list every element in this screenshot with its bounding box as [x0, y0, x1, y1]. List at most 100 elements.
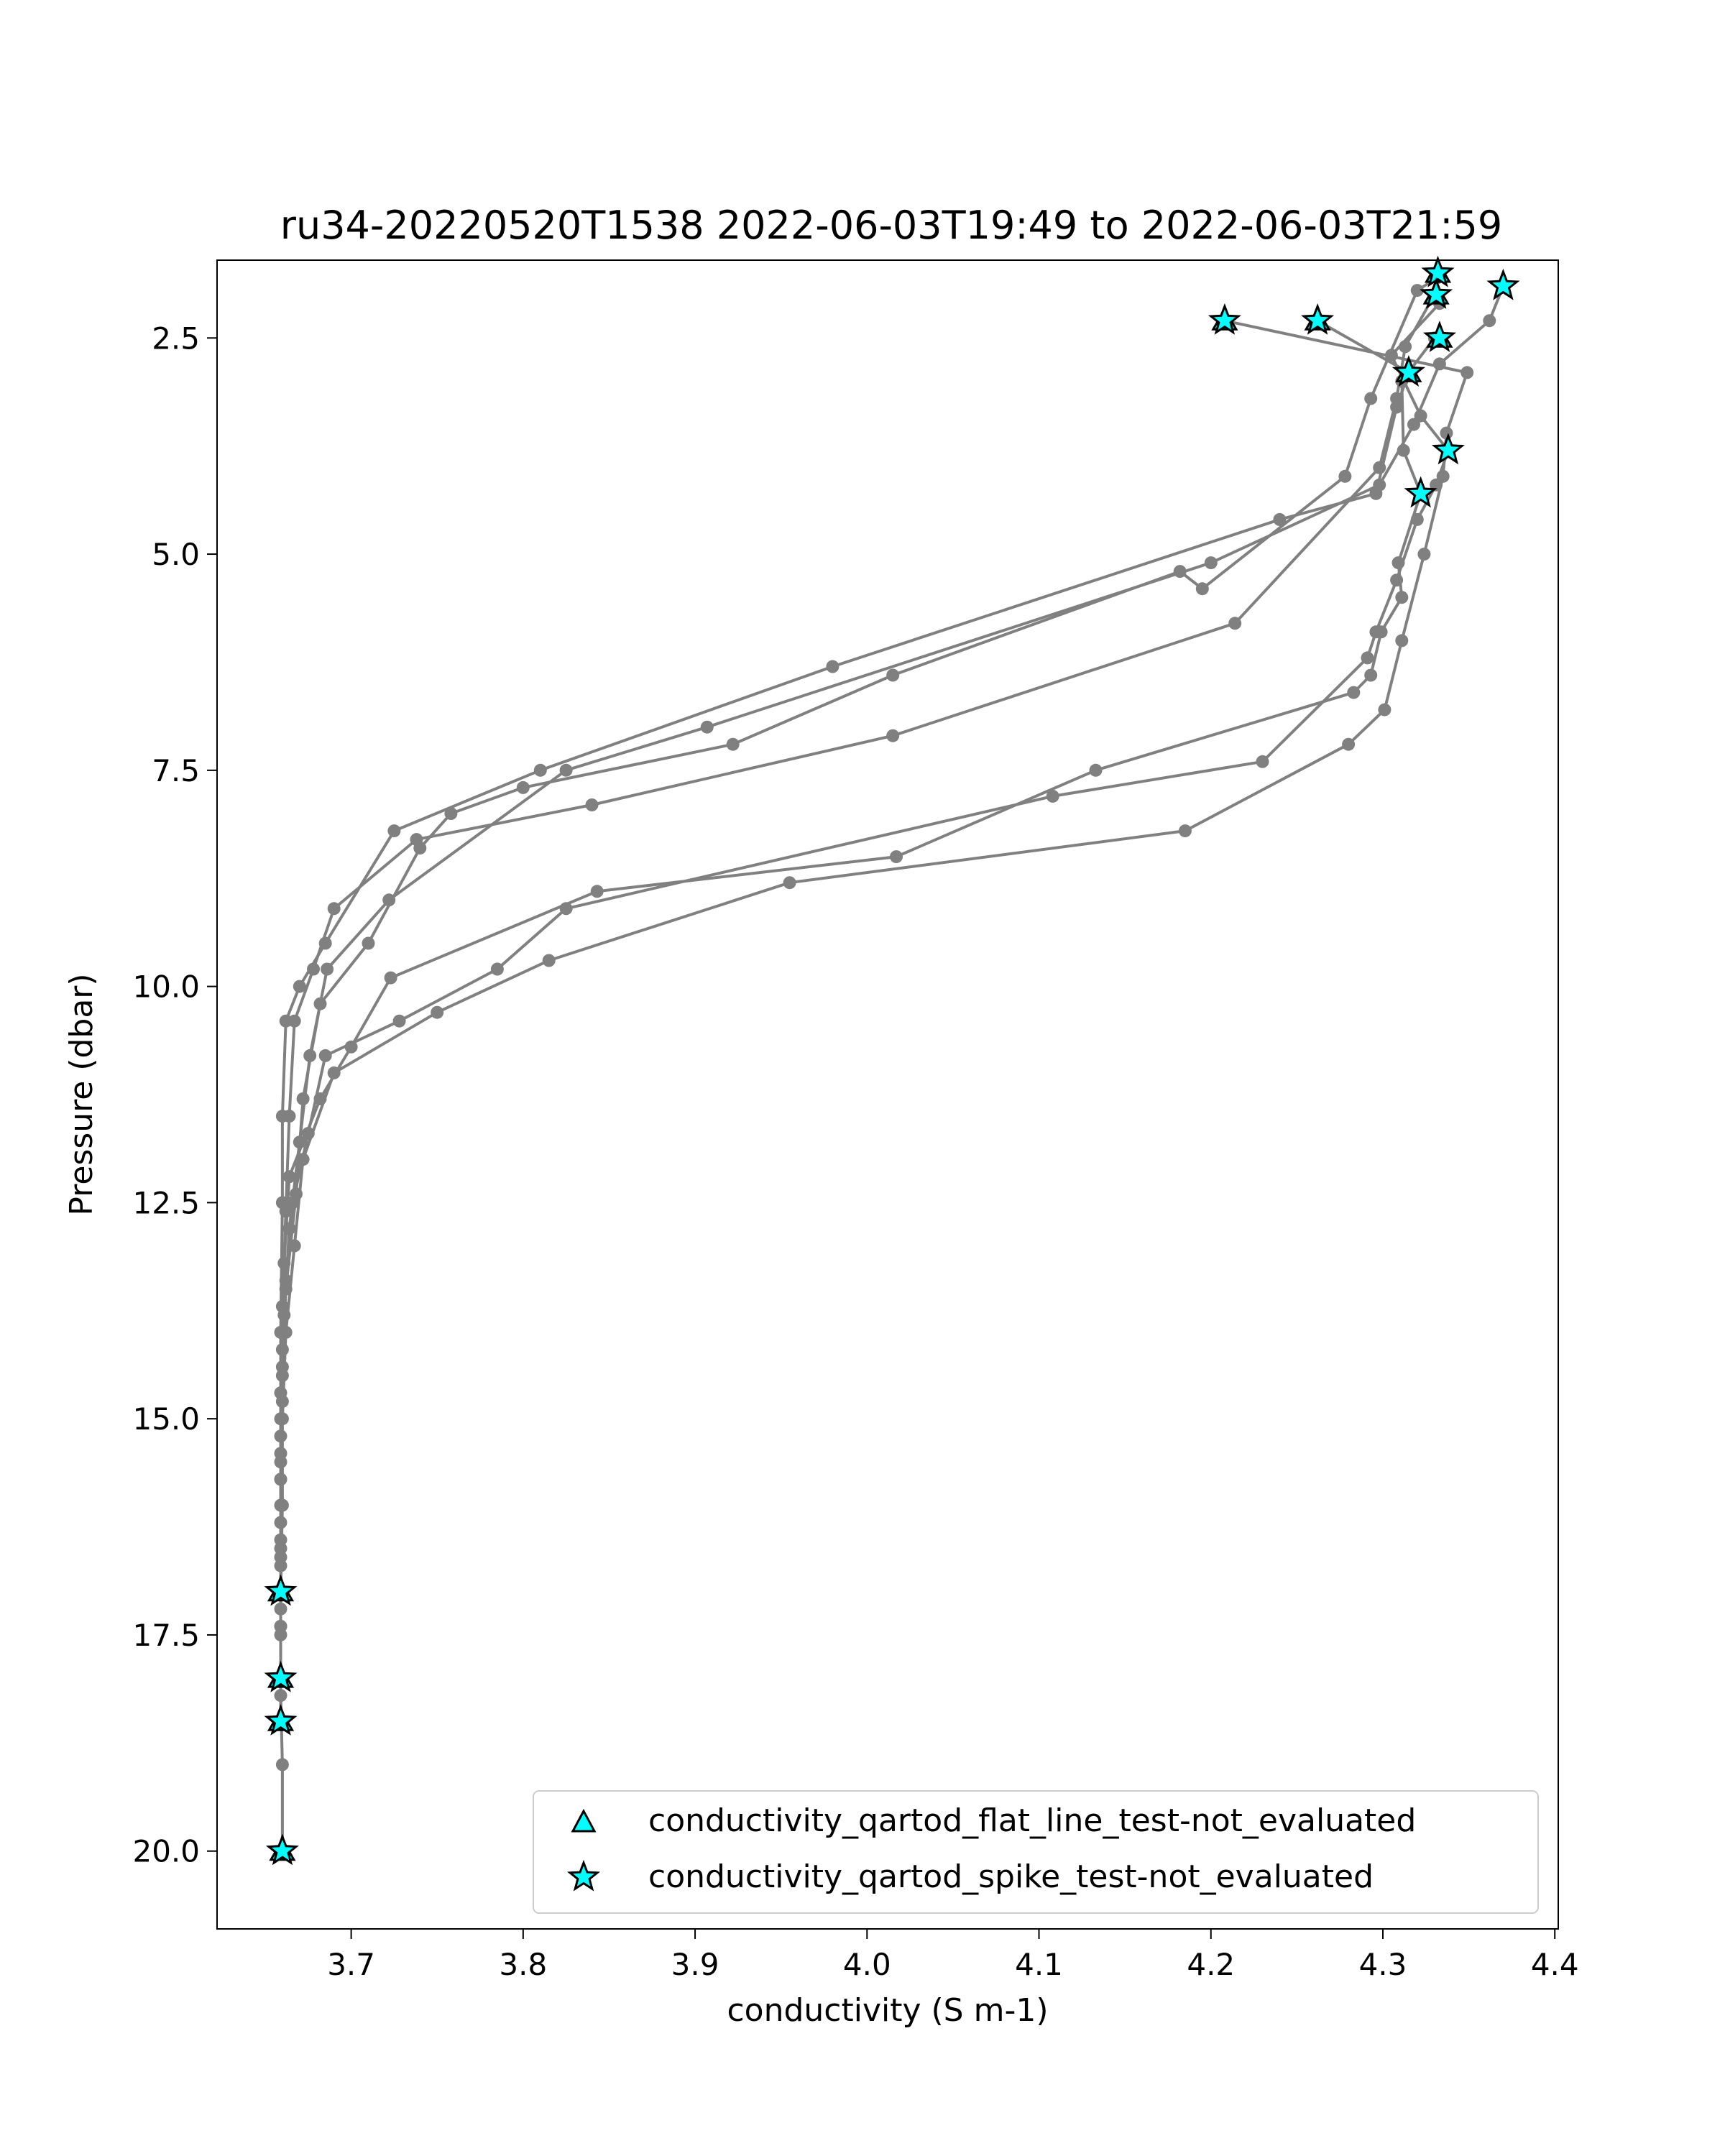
data-point: [726, 737, 740, 751]
data-point: [274, 1447, 288, 1460]
data-point: [1432, 357, 1446, 371]
spike-marker: [1421, 255, 1455, 287]
data-point: [293, 1135, 306, 1149]
data-point: [1395, 634, 1409, 648]
data-point: [382, 893, 396, 907]
spike-marker: [1422, 321, 1457, 352]
data-point: [1364, 392, 1378, 405]
data-point: [303, 1049, 317, 1062]
data-point: [1410, 284, 1424, 298]
x-tick-label: 3.7: [327, 1947, 375, 1982]
data-point: [1378, 703, 1392, 717]
y-tick-label: 15.0: [132, 1401, 200, 1437]
spike-marker: [264, 1704, 298, 1736]
spike-marker: [1301, 303, 1335, 335]
data-point: [275, 1342, 289, 1356]
data-point: [700, 720, 714, 734]
spike-marker: [264, 1574, 298, 1606]
data-point: [275, 1360, 289, 1373]
y-tick-label: 2.5: [152, 321, 200, 356]
data-point: [1436, 469, 1450, 483]
data-point: [387, 824, 401, 838]
legend-label-spike: conductivity_qartod_spike_test-not_evalu…: [648, 1858, 1374, 1895]
x-tick-label: 3.8: [499, 1947, 547, 1982]
data-point: [886, 668, 900, 682]
data-point: [1384, 349, 1398, 362]
data-point: [282, 1170, 296, 1184]
data-point: [279, 1325, 293, 1339]
data-point: [444, 807, 458, 820]
data-point: [516, 780, 530, 794]
data-point: [1228, 617, 1242, 630]
data-point: [274, 1559, 288, 1572]
data-point: [1397, 443, 1410, 457]
data-point: [1204, 556, 1218, 570]
data-point: [318, 936, 332, 950]
data-point: [1342, 737, 1356, 751]
data-point: [1195, 582, 1209, 596]
data-point: [301, 1127, 315, 1141]
data-point: [1338, 469, 1352, 483]
data-point: [1407, 418, 1420, 431]
spike-marker: [1431, 433, 1465, 465]
data-point: [559, 763, 573, 777]
plot-area: [264, 255, 1520, 1866]
data-point: [1361, 651, 1374, 665]
spike-marker: [264, 1660, 298, 1692]
data-point: [1399, 340, 1412, 354]
data-point: [275, 1299, 289, 1313]
data-point: [327, 1066, 341, 1079]
x-tick-label: 3.9: [671, 1947, 719, 1982]
data-point: [321, 962, 334, 976]
data-point: [1395, 591, 1409, 604]
data-point: [275, 1412, 289, 1426]
data-point: [1178, 824, 1192, 838]
y-tick-label: 5.0: [152, 537, 200, 572]
x-axis-ticks: 3.7 3.8 3.9 4.0 4.1 4.2 4.3 4.4: [327, 1929, 1579, 1982]
legend-box: [533, 1790, 1539, 1914]
data-point: [279, 1273, 293, 1287]
data-point: [1460, 366, 1474, 379]
x-tick-label: 4.0: [843, 1947, 891, 1982]
y-tick-label: 7.5: [152, 753, 200, 788]
data-point: [274, 1473, 288, 1486]
y-axis-ticks: 2.5 5.0 7.5 10.0 12.5 15.0 17.5 20.0: [132, 321, 217, 1869]
data-point: [275, 1758, 289, 1772]
spike-marker: [1420, 277, 1453, 309]
data-point: [274, 1689, 288, 1703]
data-point: [1347, 686, 1361, 699]
data-point: [1364, 668, 1378, 682]
y-tick-label: 10.0: [132, 969, 200, 1005]
data-point: [344, 1040, 358, 1054]
data-point: [886, 729, 900, 742]
data-point: [826, 660, 840, 673]
data-point: [1089, 763, 1103, 777]
plot-frame: [216, 259, 1559, 1930]
data-point: [313, 1092, 327, 1105]
data-point: [279, 1204, 293, 1218]
x-tick-label: 4.1: [1015, 1947, 1063, 1982]
data-point: [1256, 755, 1269, 768]
data-point: [1273, 512, 1287, 526]
data-point: [318, 1049, 332, 1062]
spike-marker: [1404, 476, 1438, 508]
data-point: [542, 954, 556, 967]
data-point: [274, 1429, 288, 1443]
data-point: [274, 1386, 288, 1400]
data-point: [1417, 548, 1431, 561]
data-point: [288, 1014, 301, 1028]
data-point: [296, 1092, 310, 1105]
data-point: [274, 1516, 288, 1529]
x-tick-label: 4.3: [1359, 1947, 1407, 1982]
data-point: [890, 850, 903, 864]
data-point: [1373, 461, 1386, 474]
data-point: [1390, 392, 1404, 405]
data-point: [392, 1014, 406, 1028]
legend: conductivity_qartod_flat_line_test-not_e…: [533, 1790, 1539, 1914]
data-point: [1369, 625, 1383, 639]
data-point: [1483, 314, 1496, 328]
data-point: [362, 936, 375, 950]
chart-title: ru34-20220520T1538 2022-06-03T19:49 to 2…: [280, 203, 1502, 248]
data-point: [286, 1196, 300, 1210]
y-tick-label: 17.5: [132, 1618, 200, 1653]
